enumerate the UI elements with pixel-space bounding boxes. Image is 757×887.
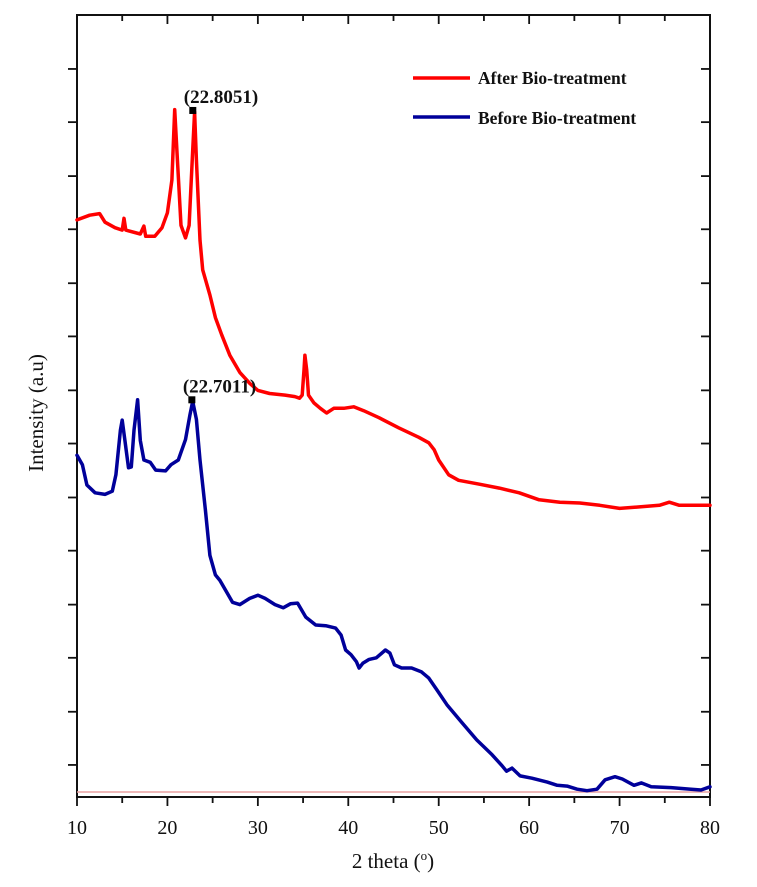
peak-marker-after bbox=[189, 106, 197, 114]
x-tick-label: 20 bbox=[157, 817, 177, 839]
x-tick-label: 80 bbox=[700, 817, 720, 839]
x-axis-title: 2 theta (o) bbox=[352, 848, 434, 873]
legend: After Bio-treatment Before Bio-treatment bbox=[413, 68, 636, 128]
x-tick-label: 10 bbox=[67, 817, 87, 839]
plot-frame bbox=[68, 14, 711, 806]
y-axis-title: Intensity (a.u) bbox=[24, 354, 48, 472]
series-after-bio-treatment bbox=[75, 107, 712, 511]
x-tick-label: 70 bbox=[610, 817, 630, 839]
x-tick-label: 30 bbox=[248, 817, 268, 839]
series-before-bio-treatment bbox=[75, 397, 712, 793]
peak-annotations: (22.8051) (22.7011) bbox=[183, 87, 258, 404]
x-tick-label: 40 bbox=[338, 817, 358, 839]
peak-marker-before bbox=[188, 396, 196, 404]
series-lines bbox=[75, 107, 712, 793]
legend-label-after: After Bio-treatment bbox=[478, 68, 627, 88]
x-tick-label: 60 bbox=[519, 817, 539, 839]
legend-label-before: Before Bio-treatment bbox=[478, 108, 636, 128]
plot-border bbox=[76, 14, 711, 798]
x-tick-labels: 10 20 30 40 50 60 70 80 bbox=[67, 817, 720, 839]
x-tick-label: 50 bbox=[429, 817, 449, 839]
peak-label-before: (22.7011) bbox=[183, 376, 256, 397]
peak-label-after: (22.8051) bbox=[184, 87, 258, 108]
